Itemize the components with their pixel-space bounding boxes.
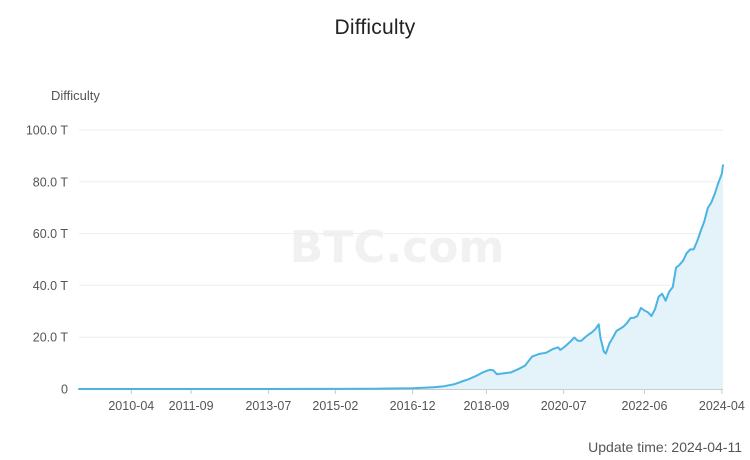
update-time-label: Update time:: [588, 439, 668, 455]
y-tick-label: 20.0 T: [33, 331, 69, 345]
watermark-logo: BTC.com: [290, 222, 505, 273]
grid-lines: [79, 129, 723, 338]
difficulty-line: [78, 164, 724, 390]
x-tick-label: 2016-12: [390, 399, 436, 413]
y-axis-title: Difficulty: [51, 88, 100, 103]
update-time: Update time: 2024-04-11: [588, 439, 742, 455]
area-fill-layer: [79, 165, 723, 389]
y-tick-label: 60.0 T: [33, 227, 69, 241]
x-tick-label: 2022-06: [622, 399, 668, 413]
x-tick-label: 2024-04: [699, 399, 745, 413]
x-tick-label: 2015-02: [312, 399, 358, 413]
y-tick-labels: 0 20.0 T 40.0 T 60.0 T 80.0 T 100.0 T: [26, 124, 69, 397]
series-line-layer: [78, 164, 724, 390]
update-time-value: 2024-04-11: [671, 439, 742, 455]
y-tick-label: 0: [61, 383, 68, 397]
x-tick-label: 2020-07: [541, 399, 587, 413]
difficulty-area-fill: [79, 165, 723, 389]
x-tick-label: 2013-07: [245, 399, 291, 413]
chart-title: Difficulty: [334, 16, 416, 39]
y-tick-label: 100.0 T: [26, 124, 69, 138]
x-tick-label: 2011-09: [169, 399, 214, 413]
y-tick-label: 40.0 T: [33, 279, 69, 293]
y-tick-label: 80.0 T: [33, 175, 69, 189]
x-tick-label: 2018-09: [463, 399, 509, 413]
x-tick-label: 2010-04: [108, 399, 154, 413]
x-tick-labels: 2010-04 2011-09 2013-07 2015-02 2016-12 2018-…: [108, 399, 744, 413]
axes: [79, 389, 723, 394]
